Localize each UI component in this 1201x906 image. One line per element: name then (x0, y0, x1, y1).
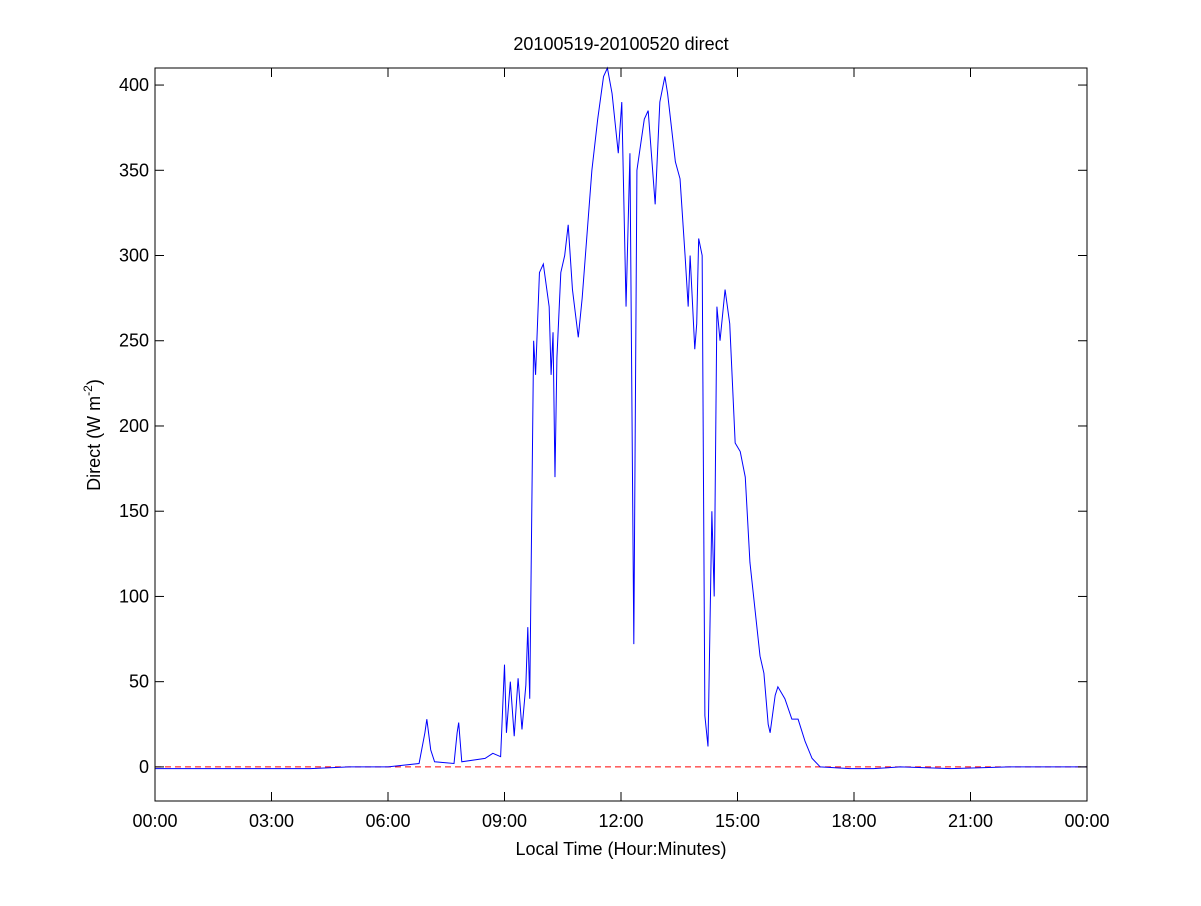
y-tick-label: 200 (119, 416, 149, 436)
chart-title: 20100519-20100520 direct (513, 34, 728, 54)
y-tick-label: 100 (119, 586, 149, 606)
y-axis-label-sup: -2 (81, 385, 95, 396)
x-tick-label: 00:00 (1064, 811, 1109, 831)
x-tick-label: 21:00 (948, 811, 993, 831)
y-axis-label-end: ) (84, 379, 104, 385)
y-tick-label: 350 (119, 160, 149, 180)
y-axis-label-text: Direct (W m (84, 396, 104, 491)
y-tick-label: 0 (139, 757, 149, 777)
x-tick-label: 18:00 (831, 811, 876, 831)
x-tick-label: 15:00 (715, 811, 760, 831)
y-tick-label: 250 (119, 331, 149, 351)
x-tick-label: 12:00 (598, 811, 643, 831)
y-tick-label: 400 (119, 75, 149, 95)
y-tick-label: 300 (119, 246, 149, 266)
x-tick-label: 06:00 (365, 811, 410, 831)
y-axis-label: Direct (W m-2) (81, 379, 104, 491)
x-tick-label: 00:00 (132, 811, 177, 831)
x-tick-label: 09:00 (482, 811, 527, 831)
y-tick-label: 50 (129, 672, 149, 692)
x-axis-label: Local Time (Hour:Minutes) (515, 839, 726, 859)
y-tick-label: 150 (119, 501, 149, 521)
x-tick-label: 03:00 (249, 811, 294, 831)
data-line (155, 66, 1087, 770)
